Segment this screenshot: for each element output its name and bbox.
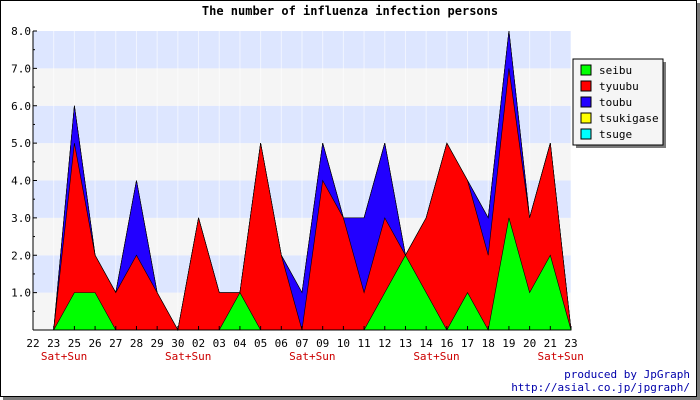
- x-tick-label: 12: [378, 337, 391, 350]
- legend-label-tsuge: tsuge: [599, 128, 632, 141]
- y-tick-label: 4.0: [11, 175, 31, 188]
- x-tick-label: 13: [399, 337, 412, 350]
- area-tyuubu: [33, 68, 572, 331]
- x-tick-label: 18: [482, 337, 495, 350]
- x-tick-label: 06: [275, 337, 288, 350]
- y-tick-label: 2.0: [11, 249, 31, 262]
- area-layers: [33, 30, 572, 331]
- x-tick-label: 17: [461, 337, 474, 350]
- legend-swatch-tsuge: [580, 128, 592, 140]
- x-tick-label: 02: [192, 337, 205, 350]
- y-tick-label: 7.0: [11, 62, 31, 75]
- x-tick-label: 20: [523, 337, 536, 350]
- legend-swatch-tyuubu: [580, 80, 592, 92]
- y-tick-label: 3.0: [11, 212, 31, 225]
- x-tick-label: 11: [357, 337, 370, 350]
- y-tick-label: 6.0: [11, 100, 31, 113]
- footer-url: http://asial.co.jp/jpgraph/: [511, 381, 690, 394]
- x-tick-label: 19: [502, 337, 515, 350]
- legend-label-toubu: toubu: [599, 96, 632, 109]
- x-tick-label: 16: [440, 337, 453, 350]
- legend-label-tsukigase: tsukigase: [599, 112, 659, 125]
- x-tick-label: 23: [564, 337, 577, 350]
- weekend-label: Sat+Sun: [165, 350, 211, 363]
- x-tick-label: 28: [130, 337, 143, 350]
- x-tick-label: 29: [151, 337, 164, 350]
- weekend-label: Sat+Sun: [537, 350, 583, 363]
- legend-swatch-seibu: [580, 64, 592, 76]
- x-tick-label: 10: [337, 337, 350, 350]
- legend: seibu tyuubu toubu tsukigase tsuge: [572, 58, 666, 148]
- x-tick-label: 23: [47, 337, 60, 350]
- weekend-label: Sat+Sun: [41, 350, 87, 363]
- weekend-label: Sat+Sun: [413, 350, 459, 363]
- y-tick-label: 1.0: [11, 287, 31, 300]
- y-tick-labels: 1.0 2.0 3.0 4.0 5.0 6.0 7.0 8.0: [11, 25, 31, 300]
- x-tick-label: 21: [544, 337, 557, 350]
- x-tick-label: 03: [213, 337, 226, 350]
- legend-label-seibu: seibu: [599, 64, 632, 77]
- x-tick-label: 22: [26, 337, 39, 350]
- y-tick-label: 5.0: [11, 137, 31, 150]
- x-tick-label: 05: [254, 337, 267, 350]
- x-tick-label: 25: [68, 337, 81, 350]
- axes: [32, 30, 572, 331]
- x-tick-label: 30: [171, 337, 184, 350]
- x-tick-label: 14: [420, 337, 434, 350]
- x-tick-label: 09: [316, 337, 329, 350]
- chart-title: The number of influenza infection person…: [202, 4, 498, 18]
- legend-label-tyuubu: tyuubu: [599, 80, 639, 93]
- x-tick-labels: 22 23 25 26 27 28 29 30 02 03 04 05 06 07 09 10 11 12 13 14…: [26, 337, 583, 363]
- y-tick-label: 8.0: [11, 25, 31, 38]
- x-tick-label: 07: [295, 337, 308, 350]
- weekend-label: Sat+Sun: [289, 350, 335, 363]
- footer-credit: produced by JpGraph: [564, 368, 690, 381]
- x-tick-label: 04: [233, 337, 247, 350]
- legend-swatch-tsukigase: [580, 112, 592, 124]
- legend-swatch-toubu: [580, 96, 592, 108]
- x-tick-label: 27: [109, 337, 122, 350]
- x-tick-label: 26: [88, 337, 101, 350]
